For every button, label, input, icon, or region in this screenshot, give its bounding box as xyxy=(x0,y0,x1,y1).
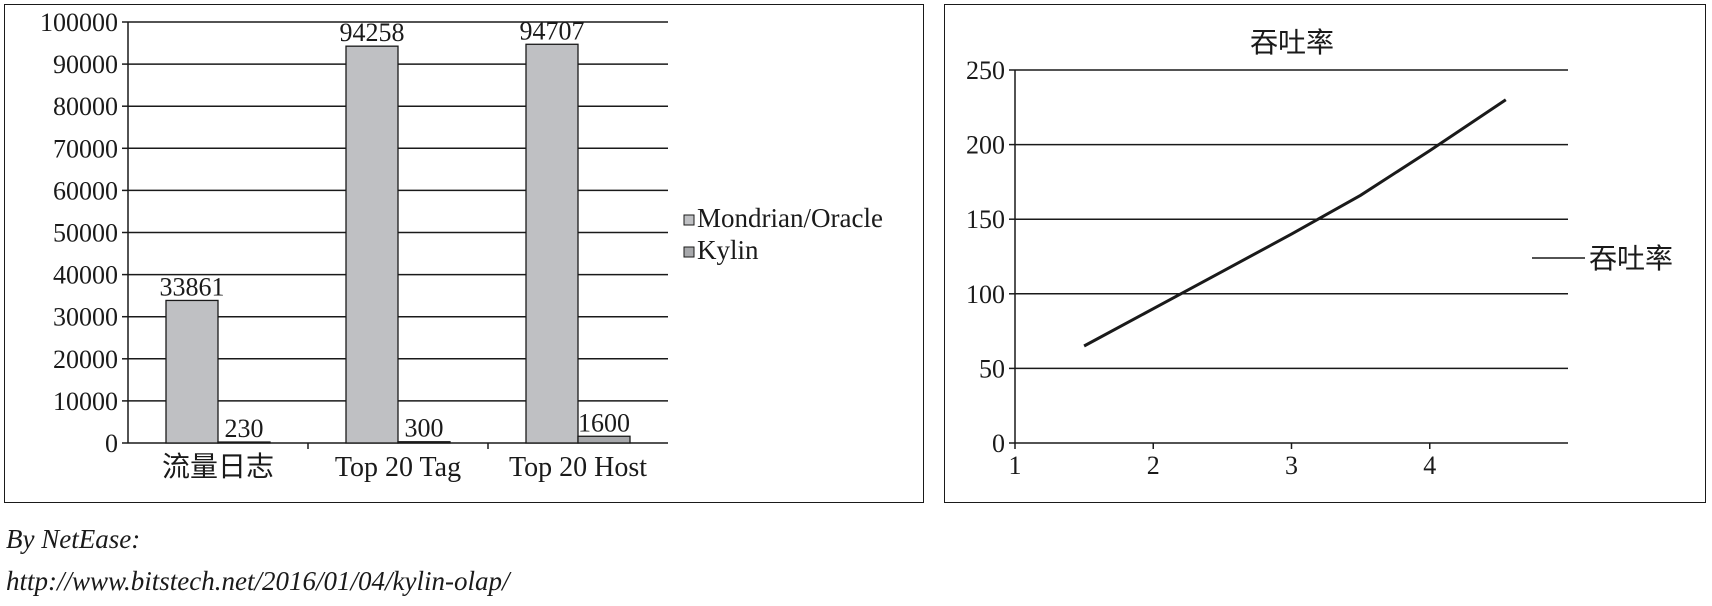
bar-data-label: 33861 xyxy=(160,272,225,301)
legend-label-0: Mondrian/Oracle xyxy=(697,203,883,233)
bar-mondrian-0 xyxy=(165,299,219,444)
legend-swatch-0 xyxy=(683,214,695,226)
bar-kylin-0 xyxy=(217,441,271,444)
bar-data-label: 230 xyxy=(225,414,264,443)
bar-y-tick-label: 20000 xyxy=(53,345,118,374)
bar-chart-y-tick-labels: 0 10000 20000 30000 40000 50000 60000 70000 8000… xyxy=(40,8,118,458)
bar-data-label: 94707 xyxy=(520,16,585,45)
bar-y-tick-label: 40000 xyxy=(53,261,118,290)
line-chart-series xyxy=(1083,98,1507,348)
legend-label-1: Kylin xyxy=(697,235,759,265)
bar-x-tick-label: Top 20 Tag xyxy=(335,452,461,483)
line-chart-title: 吞吐率 xyxy=(1250,27,1334,59)
bar-mondrian-2 xyxy=(525,43,579,444)
bar-data-label: 1600 xyxy=(578,408,630,437)
bar-y-tick-label: 0 xyxy=(105,429,118,458)
bar-data-label: 94258 xyxy=(340,18,405,47)
line-y-tick-label: 250 xyxy=(966,56,1005,85)
bar-y-tick-label: 30000 xyxy=(53,303,118,332)
bar-y-tick-label: 50000 xyxy=(53,219,118,248)
line-chart-x-tick-labels: 1 2 3 4 xyxy=(1009,451,1437,480)
credit-author: By NetEase: xyxy=(6,524,141,554)
bar-y-tick-label: 10000 xyxy=(53,387,118,416)
bar-y-tick-label: 100000 xyxy=(40,8,118,37)
bar-y-tick-label: 90000 xyxy=(53,50,118,79)
line-chart-gridlines xyxy=(1009,69,1568,449)
bar-kylin-1 xyxy=(397,441,451,444)
bar-x-tick-label: 流量日志 xyxy=(162,451,274,483)
line-x-tick-label: 3 xyxy=(1285,451,1298,480)
line-x-tick-label: 1 xyxy=(1009,451,1022,480)
bar-chart-x-tick-labels: 流量日志 Top 20 Tag Top 20 Host xyxy=(162,451,647,483)
bar-x-tick-label: Top 20 Host xyxy=(509,452,647,483)
bar-chart-data-labels: 33861 230 94258 300 94707 1600 xyxy=(160,16,631,443)
bar-mondrian-1 xyxy=(345,45,399,444)
line-y-tick-label: 0 xyxy=(992,429,1005,458)
bar-y-tick-label: 60000 xyxy=(53,176,118,205)
line-x-tick-label: 4 xyxy=(1423,451,1436,480)
bar-kylin-2 xyxy=(577,435,631,444)
bar-y-tick-label: 80000 xyxy=(53,92,118,121)
line-series-0 xyxy=(1083,98,1507,348)
legend-swatch-1 xyxy=(683,246,695,258)
line-y-tick-label: 100 xyxy=(966,280,1005,309)
bar-chart-bars xyxy=(165,43,631,444)
line-legend-label-0: 吞吐率 xyxy=(1589,243,1673,275)
line-chart-panel xyxy=(944,4,1706,503)
line-y-tick-label: 200 xyxy=(966,131,1005,160)
bar-data-label: 300 xyxy=(405,414,444,443)
line-x-tick-label: 2 xyxy=(1147,451,1160,480)
bar-y-tick-label: 70000 xyxy=(53,134,118,163)
line-y-tick-label: 50 xyxy=(979,354,1005,383)
line-y-tick-label: 150 xyxy=(966,205,1005,234)
line-chart-legend: 吞吐率 xyxy=(1532,243,1673,275)
line-chart-y-tick-labels: 0 50 100 150 200 250 xyxy=(966,56,1005,458)
bar-chart-panel xyxy=(4,4,924,503)
credit-source-url[interactable]: http://www.bitstech.net/2016/01/04/kylin… xyxy=(6,566,510,596)
